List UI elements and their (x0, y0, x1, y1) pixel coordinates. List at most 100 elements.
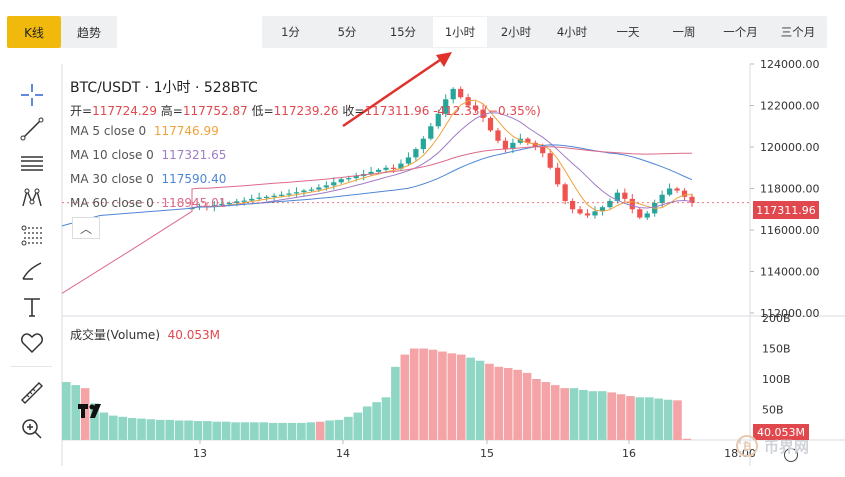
collapse-legend-button[interactable]: ︿ (72, 217, 100, 239)
ruler-icon[interactable] (16, 378, 48, 408)
ma5-legend: MA 5 close 0 117746.99 (70, 124, 219, 138)
candle-body (413, 149, 419, 158)
chevron-up-icon: ︿ (79, 221, 92, 236)
timeframe-2h[interactable]: 2小时 (500, 25, 532, 39)
timeframe-1h[interactable]: 1小时 (432, 16, 488, 48)
low-value: 117239.26 (273, 104, 339, 118)
candle-body (495, 130, 501, 141)
candle-body (637, 209, 643, 218)
volume-bar (616, 394, 626, 440)
settings-icon[interactable] (784, 448, 798, 462)
tradingview-logo (75, 398, 105, 424)
candle-body (264, 196, 270, 198)
candle-body (338, 179, 344, 183)
ma60-legend: MA 60 close 0 118945.01 (70, 196, 226, 210)
price-tick-label: 124000.00 (760, 58, 820, 71)
annotation-arrow-head (436, 52, 452, 67)
volume-bar (513, 369, 522, 440)
candle-body (331, 182, 337, 186)
candle-body (346, 178, 352, 180)
volume-bar (381, 397, 391, 440)
volume-bar (174, 420, 184, 440)
volume-bar (682, 438, 692, 440)
text-icon[interactable] (16, 292, 48, 322)
volume-bar (306, 422, 316, 440)
volume-bar (203, 421, 212, 440)
candle-body (405, 157, 412, 164)
volume-bar (485, 363, 494, 440)
crosshair-icon[interactable] (16, 80, 48, 110)
open-label: 开= (70, 104, 93, 118)
heart-icon[interactable] (16, 328, 48, 358)
candle-body (286, 193, 292, 195)
volume-bar (353, 412, 363, 440)
timeframe-1d[interactable]: 一天 (616, 25, 640, 39)
volume-bar (250, 422, 259, 440)
high-value: 117752.87 (182, 104, 248, 118)
volume-bar (644, 397, 654, 440)
volume-bar (532, 379, 541, 440)
candle-body (659, 194, 665, 204)
volume-bar (447, 353, 457, 440)
candle-body (293, 192, 300, 194)
timeframe-1m[interactable]: 1分 (281, 25, 300, 39)
volume-bar (560, 388, 569, 440)
volume-bar (156, 419, 165, 440)
timeframe-15m[interactable]: 15分 (389, 25, 417, 39)
volume-bar (137, 418, 146, 440)
timeframe-1mo[interactable]: 一个月 (723, 25, 758, 39)
horizontal-lines-icon[interactable] (16, 148, 48, 178)
brush-icon[interactable] (16, 256, 48, 286)
candle-body (420, 138, 426, 150)
volume-bar (127, 418, 137, 440)
ma60-value: 118945.01 (161, 196, 227, 210)
timeframe-4h[interactable]: 4小时 (556, 25, 588, 39)
candle-body (487, 117, 494, 131)
price-tick-label: 118000.00 (760, 183, 820, 196)
ma5-line (191, 99, 692, 212)
tab-trend[interactable]: 趋势 (61, 16, 117, 48)
pattern-icon[interactable] (16, 184, 48, 214)
candle-body (390, 167, 397, 169)
volume-bar (165, 419, 175, 440)
volume-bar (325, 420, 334, 440)
timeframe-3mo[interactable]: 三个月 (780, 25, 816, 39)
volume-bar (268, 422, 278, 440)
volume-bar (428, 349, 438, 440)
watermark-text: 币界网 (764, 437, 810, 456)
candle-body (256, 197, 262, 199)
candle-body (443, 99, 449, 114)
tab-kline[interactable]: K线 (7, 16, 61, 48)
volume-bar (438, 351, 447, 440)
zoom-in-icon[interactable] (16, 414, 48, 444)
time-tick-label: 13 (193, 447, 207, 460)
low-label: 低= (251, 104, 274, 118)
candle-body (599, 207, 606, 212)
volume-bar (221, 421, 231, 440)
ma5-value: 117746.99 (153, 124, 219, 138)
time-tick-label: 15 (480, 447, 494, 460)
change-value: -412.33 (−0.35%) (433, 104, 541, 118)
volume-bar (663, 399, 673, 440)
volume-bar (654, 398, 663, 440)
ma30-label: MA 30 close 0 (70, 172, 154, 186)
volume-bar (231, 422, 240, 440)
volume-bar (118, 416, 128, 440)
volume-bar (400, 354, 410, 440)
ma60-label: MA 60 close 0 (70, 196, 154, 210)
fib-icon[interactable] (16, 220, 48, 250)
ma10-line (191, 112, 693, 209)
open-value: 117724.29 (92, 104, 157, 118)
timeframe-1w[interactable]: 一周 (672, 25, 696, 39)
volume-bar (109, 415, 118, 440)
timeframe-5m[interactable]: 5分 (337, 25, 357, 39)
candle-body (480, 109, 486, 118)
volume-bar (193, 421, 203, 440)
volume-bar (673, 400, 682, 440)
volume-bar (569, 388, 579, 440)
volume-tick-label: 50B (762, 404, 784, 417)
volume-legend: 成交量(Volume) 40.053M (70, 326, 220, 343)
candle-body (592, 211, 598, 216)
trend-line-icon[interactable] (16, 114, 48, 144)
